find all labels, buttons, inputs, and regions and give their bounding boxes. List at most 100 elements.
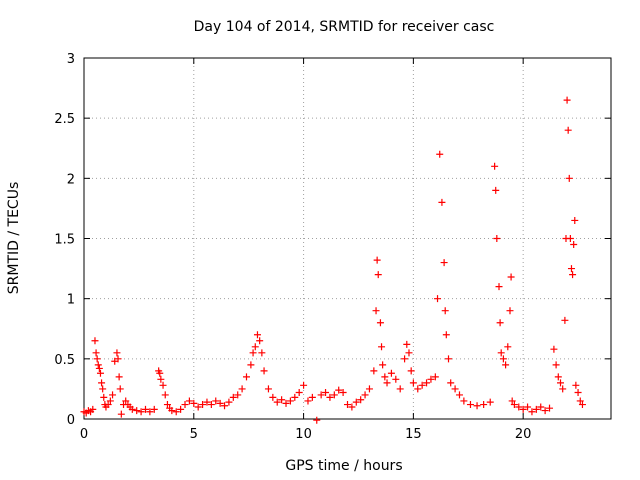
data-point xyxy=(486,398,494,406)
data-point xyxy=(251,343,259,351)
data-point xyxy=(396,385,404,393)
data-point xyxy=(574,389,582,397)
data-point xyxy=(344,401,351,409)
data-point xyxy=(532,405,540,413)
data-point xyxy=(256,337,264,345)
data-point xyxy=(207,401,215,409)
data-point xyxy=(451,385,459,393)
data-point xyxy=(507,273,515,281)
data-point xyxy=(407,367,415,375)
y-axis-label: SRMTID / TECUs xyxy=(6,182,22,295)
data-point xyxy=(269,393,277,401)
data-point xyxy=(561,316,569,324)
data-point xyxy=(372,307,380,315)
data-point xyxy=(381,373,389,381)
data-point xyxy=(161,391,169,399)
data-point xyxy=(510,401,518,409)
data-point xyxy=(190,399,198,407)
data-point xyxy=(565,174,573,182)
data-point xyxy=(570,241,578,249)
plot-frame xyxy=(83,57,612,420)
data-point xyxy=(117,410,125,418)
data-point xyxy=(566,235,574,242)
data-point xyxy=(326,393,334,401)
data-point xyxy=(504,343,512,351)
data-point xyxy=(313,416,321,424)
data-point xyxy=(541,407,549,415)
data-point xyxy=(392,375,400,383)
y-tick-label: 2.5 xyxy=(54,112,75,127)
y-tick-label: 2 xyxy=(67,172,75,187)
grid-layer xyxy=(84,58,611,419)
x-tick-label: 15 xyxy=(405,427,422,442)
data-point xyxy=(365,385,373,393)
data-point xyxy=(286,397,294,405)
data-point xyxy=(113,349,121,357)
data-point xyxy=(216,399,224,407)
data-point xyxy=(373,256,381,264)
data-point xyxy=(550,345,558,353)
data-point xyxy=(225,398,233,406)
data-point xyxy=(409,379,417,387)
data-point xyxy=(141,405,149,413)
data-point xyxy=(537,403,545,411)
data-point xyxy=(168,407,176,415)
data-point xyxy=(376,319,384,327)
data-point xyxy=(339,389,347,397)
data-point xyxy=(116,385,124,393)
data-point xyxy=(455,391,463,399)
data-point xyxy=(387,369,395,377)
data-point xyxy=(212,397,220,405)
data-point xyxy=(106,397,114,405)
data-point xyxy=(431,373,439,381)
data-point xyxy=(436,150,444,158)
data-point xyxy=(335,386,343,394)
data-point xyxy=(89,405,97,413)
data-point xyxy=(492,186,500,194)
y-tick-label: 1 xyxy=(67,293,75,308)
data-point xyxy=(441,307,449,315)
data-point xyxy=(546,404,554,412)
data-point xyxy=(278,396,286,404)
data-point xyxy=(157,375,165,383)
data-point xyxy=(576,397,584,405)
data-point xyxy=(199,401,207,409)
data-point xyxy=(447,379,455,387)
data-point xyxy=(496,319,504,327)
y-tick-label: 0.5 xyxy=(54,353,75,368)
data-point xyxy=(109,391,117,399)
data-point xyxy=(300,381,308,389)
chart-title: Day 104 of 2014, SRMTID for receiver cas… xyxy=(194,19,495,35)
data-point xyxy=(473,402,481,410)
data-point xyxy=(282,399,290,407)
data-point xyxy=(506,307,514,315)
y-tick-label: 3 xyxy=(67,52,75,67)
data-point xyxy=(322,389,330,397)
data-point xyxy=(361,391,369,399)
x-axis-label: GPS time / hours xyxy=(285,458,402,474)
data-point xyxy=(264,385,272,393)
data-point xyxy=(308,393,316,401)
data-point xyxy=(499,355,507,363)
data-point xyxy=(253,331,261,339)
data-point xyxy=(438,198,446,206)
data-point xyxy=(442,331,450,339)
data-point xyxy=(114,355,122,363)
data-point xyxy=(519,405,527,413)
data-point xyxy=(221,402,229,410)
data-point xyxy=(98,379,106,387)
data-point xyxy=(515,403,523,411)
data-point xyxy=(291,393,299,401)
data-point xyxy=(495,283,503,291)
data-point xyxy=(491,162,499,170)
data-point xyxy=(572,381,580,389)
data-point xyxy=(401,355,409,363)
data-point xyxy=(378,343,386,351)
data-point xyxy=(460,397,468,405)
data-point xyxy=(128,405,136,413)
data-point xyxy=(181,401,189,409)
data-point xyxy=(379,361,387,369)
x-tick-label: 20 xyxy=(515,427,532,442)
data-point xyxy=(502,361,510,369)
y-tick-label: 1.5 xyxy=(54,233,75,248)
